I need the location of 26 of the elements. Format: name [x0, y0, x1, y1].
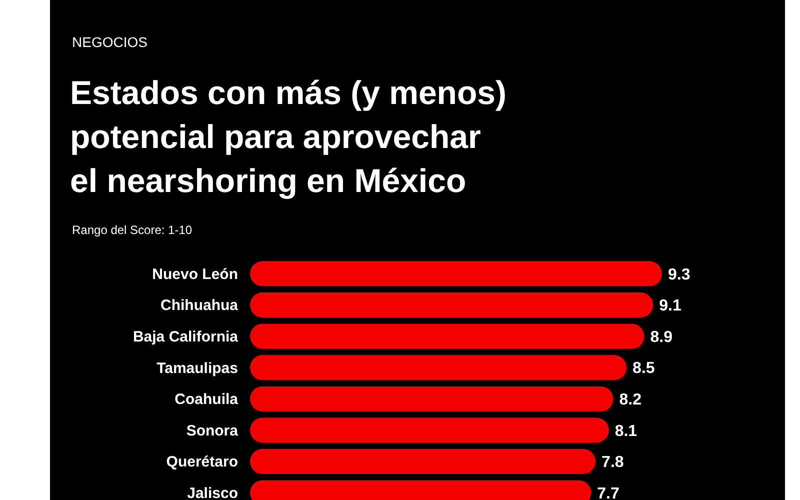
data-label: 7.7 — [597, 485, 620, 500]
bar — [250, 292, 654, 318]
y-tick-label: Jalisco — [187, 485, 238, 500]
y-tick-label: Tamaulipas — [156, 360, 238, 377]
data-label: 7.8 — [602, 454, 624, 472]
bar — [250, 261, 662, 286]
y-tick-label: Coahuila — [174, 391, 239, 408]
data-label: 9.1 — [659, 298, 682, 315]
y-tick-label: Querétaro — [166, 454, 238, 471]
bar — [250, 324, 644, 349]
text: NEGOCIOS — [72, 34, 148, 50]
y-tick-label: Chihuahua — [160, 297, 239, 314]
data-label: 8.9 — [650, 328, 673, 346]
y-tick-label: Nuevo León — [152, 266, 238, 283]
data-label: 8.2 — [619, 391, 642, 408]
bar — [250, 418, 609, 443]
bar — [250, 448, 596, 474]
data-label: 9.3 — [668, 266, 690, 284]
bar — [250, 355, 627, 380]
chart-title: Estados con más (y menos) potencial para aprovechar el nearshoring en México — [70, 74, 506, 199]
y-tick-label: Sonora — [186, 422, 239, 440]
bar — [250, 386, 614, 412]
y-tick-label: Baja California — [132, 328, 239, 346]
data-label: 8.5 — [632, 360, 655, 378]
text: Rango del Score: 1-10 — [72, 223, 192, 237]
data-label: 8.1 — [614, 422, 638, 440]
